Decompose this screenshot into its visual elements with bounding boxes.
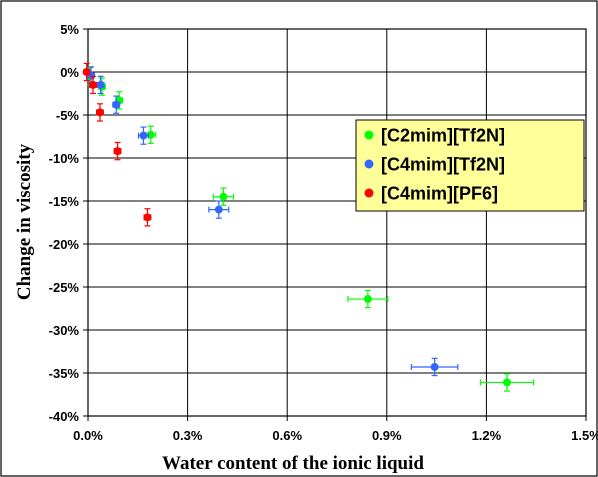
y-tick-label: -15% [49, 194, 80, 209]
plot-area [87, 28, 587, 417]
y-tick-label: -10% [49, 151, 80, 166]
y-tick-label: 5% [60, 22, 79, 37]
data-point [88, 80, 97, 89]
legend: [C2mim][Tf2N] [C4mim][Tf2N] [C4mim][PF6] [355, 119, 585, 212]
data-point [143, 213, 152, 222]
legend-marker [364, 188, 374, 198]
legend-marker [364, 159, 374, 169]
x-tick-label: 0.6% [272, 428, 302, 443]
data-point [214, 205, 223, 214]
legend-marker [364, 130, 374, 140]
y-tick-label: -5% [56, 108, 80, 123]
legend-box [355, 119, 585, 212]
legend-label: [C2mim][Tf2N] [381, 126, 505, 146]
data-point [502, 378, 511, 387]
legend-label: [C4mim][PF6] [381, 184, 498, 204]
y-axis-title: Change in viscosity [14, 143, 35, 300]
y-tick-label: -25% [49, 280, 80, 295]
data-point [82, 68, 91, 76]
x-tick-label: 0.3% [173, 428, 203, 443]
y-tick-label: 0% [60, 65, 79, 80]
data-point [96, 80, 105, 89]
x-tick-label: 0.9% [372, 428, 402, 443]
data-point [112, 100, 121, 109]
data-point [363, 295, 372, 304]
x-axis-title: Water content of the ionic liquid [162, 453, 424, 474]
data-point [139, 131, 148, 140]
y-tick-label: -40% [49, 409, 80, 424]
x-tick-label: 1.5% [571, 428, 598, 443]
data-point [219, 192, 228, 201]
series-2 [82, 62, 152, 227]
y-tick-label: -20% [49, 237, 80, 252]
data-points [82, 62, 535, 392]
legend-label: [C4mim][Tf2N] [381, 155, 505, 175]
data-point [430, 362, 439, 371]
data-point [113, 147, 122, 156]
data-point [95, 108, 104, 117]
y-tick-label: -30% [49, 323, 80, 338]
x-tick-label: 0.0% [73, 428, 103, 443]
x-tick-label: 1.2% [472, 428, 502, 443]
y-tick-label: -35% [49, 366, 80, 381]
axis-tick-labels: 5% 0% -5% -10% -15% -20% -25% -30% -35% -40% 0.0% 0… [49, 22, 598, 443]
